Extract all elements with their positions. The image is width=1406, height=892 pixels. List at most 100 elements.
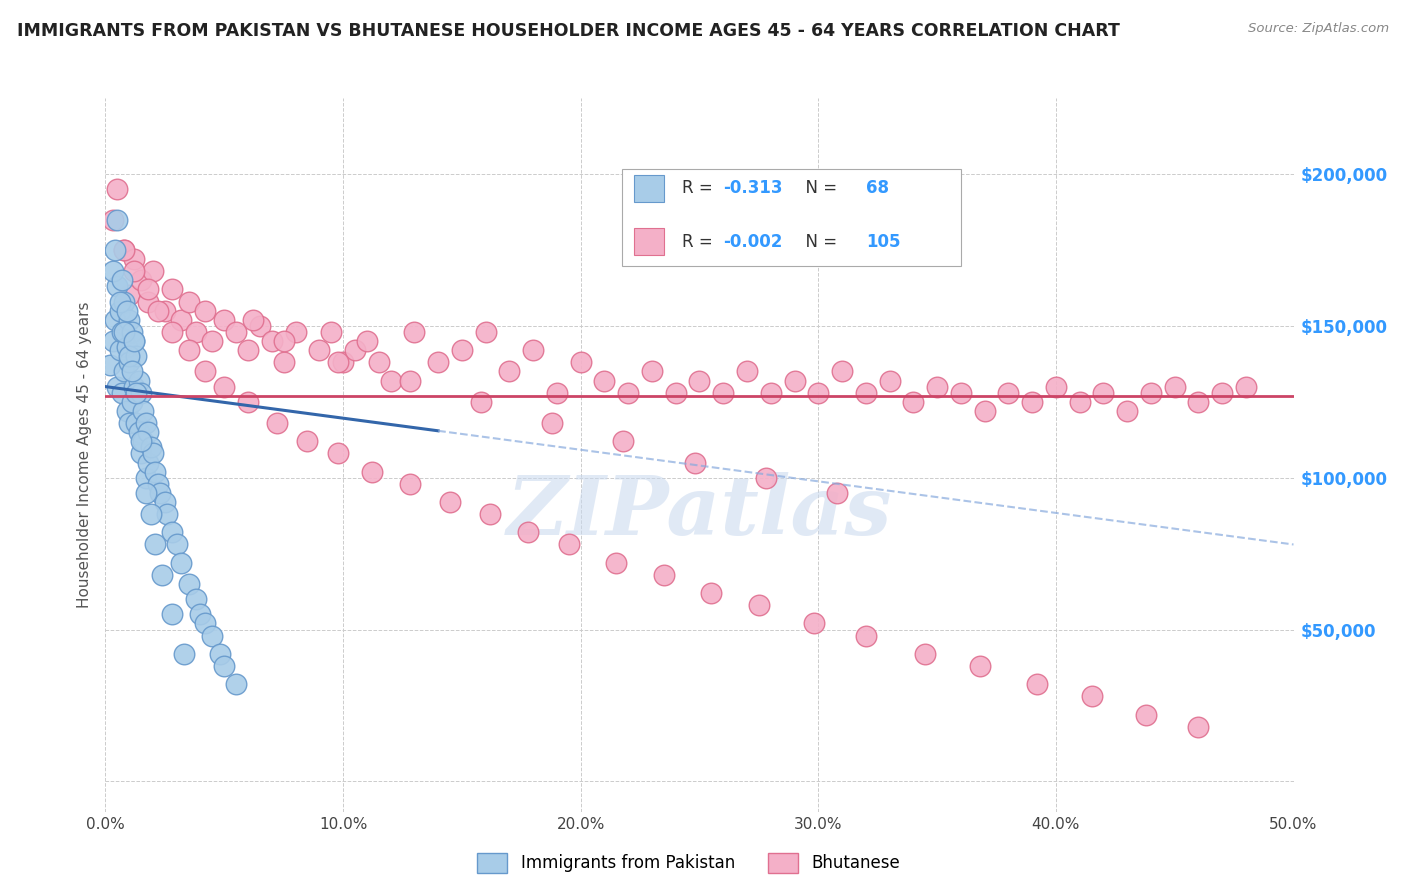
Point	[367, 355, 389, 369]
Point	[969, 659, 991, 673]
Point	[125, 385, 148, 400]
Point	[208, 647, 231, 661]
Point	[343, 343, 366, 358]
Point	[803, 616, 825, 631]
Point	[136, 425, 159, 439]
Point	[104, 313, 127, 327]
Point	[380, 374, 402, 388]
Point	[201, 629, 224, 643]
Point	[569, 355, 592, 369]
Point	[807, 385, 830, 400]
Point	[517, 525, 540, 540]
Point	[160, 525, 183, 540]
Point	[1092, 385, 1115, 400]
Point	[201, 334, 224, 348]
Point	[214, 659, 236, 673]
Point	[170, 313, 193, 327]
Point	[328, 446, 350, 460]
Point	[641, 364, 664, 378]
Point	[997, 385, 1019, 400]
Point	[142, 264, 165, 278]
Point	[1140, 385, 1163, 400]
Point	[136, 282, 159, 296]
Point	[328, 355, 350, 369]
Point	[308, 343, 330, 358]
Point	[546, 385, 568, 400]
Point	[122, 264, 145, 278]
Point	[139, 440, 162, 454]
Point	[111, 385, 134, 400]
Point	[1025, 677, 1047, 691]
Point	[236, 394, 259, 409]
Point	[194, 616, 217, 631]
Point	[249, 318, 271, 333]
Point	[114, 294, 136, 309]
Point	[104, 243, 127, 257]
Point	[1164, 379, 1187, 393]
Point	[225, 325, 247, 339]
Point	[284, 325, 307, 339]
Point	[160, 325, 183, 339]
Point	[135, 416, 157, 430]
Point	[427, 355, 450, 369]
Point	[498, 364, 520, 378]
Point	[135, 486, 157, 500]
Point	[139, 507, 162, 521]
Point	[522, 343, 544, 358]
Point	[1116, 404, 1139, 418]
Point	[1021, 394, 1043, 409]
Point	[541, 416, 564, 430]
Point	[474, 325, 496, 339]
Point	[143, 537, 166, 551]
Point	[855, 385, 877, 400]
Point	[105, 182, 128, 196]
Point	[115, 340, 138, 354]
Point	[128, 425, 150, 439]
Point	[173, 647, 195, 661]
Point	[711, 385, 734, 400]
Point	[136, 456, 159, 470]
Point	[266, 416, 288, 430]
Text: -0.002: -0.002	[723, 233, 783, 251]
Point	[949, 385, 972, 400]
Point	[593, 374, 616, 388]
Point	[114, 364, 136, 378]
Point	[111, 325, 134, 339]
FancyBboxPatch shape	[623, 169, 960, 266]
Point	[558, 537, 581, 551]
Point	[160, 282, 183, 296]
Point	[321, 325, 343, 339]
Point	[605, 556, 627, 570]
FancyBboxPatch shape	[634, 175, 664, 202]
Point	[332, 355, 354, 369]
Text: Source: ZipAtlas.com: Source: ZipAtlas.com	[1249, 22, 1389, 36]
Point	[297, 434, 319, 449]
Point	[177, 343, 200, 358]
Point	[273, 355, 295, 369]
Point	[105, 212, 128, 227]
Point	[652, 567, 675, 582]
Point	[404, 325, 426, 339]
Point	[111, 273, 134, 287]
Point	[125, 416, 148, 430]
Point	[190, 607, 212, 622]
FancyBboxPatch shape	[634, 228, 664, 255]
Point	[121, 394, 143, 409]
Point	[236, 343, 259, 358]
Point	[398, 374, 420, 388]
Point	[101, 264, 124, 278]
Point	[108, 303, 131, 318]
Point	[479, 507, 502, 521]
Point	[129, 446, 152, 460]
Point	[118, 355, 141, 369]
Point	[118, 288, 141, 302]
Point	[122, 252, 145, 266]
Text: -0.313: -0.313	[723, 179, 783, 197]
Point	[184, 325, 207, 339]
Point	[612, 434, 634, 449]
Point	[101, 334, 124, 348]
Point	[879, 374, 901, 388]
Point	[105, 279, 128, 293]
Point	[783, 374, 806, 388]
Point	[617, 385, 640, 400]
